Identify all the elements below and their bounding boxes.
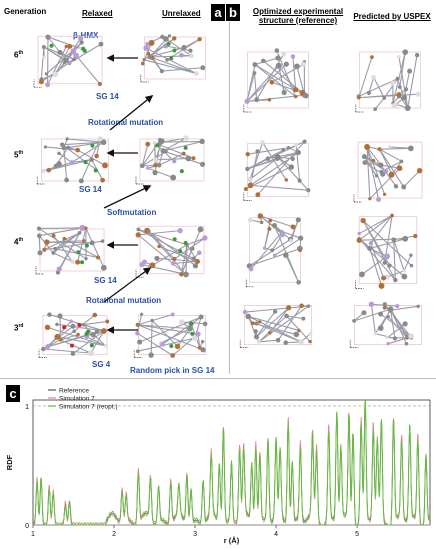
- relaxed-header: Relaxed: [82, 9, 113, 18]
- x-tick-label: 2: [112, 531, 116, 538]
- molecule-cluster: [243, 139, 311, 201]
- molecule-cluster: [353, 141, 423, 203]
- y-tick-label: 0: [25, 523, 29, 530]
- rotational-mutation-label-1: Rotational mutation: [88, 118, 164, 127]
- x-tick-label: 3: [193, 531, 197, 538]
- softmutation-label: Softmutation: [107, 208, 157, 217]
- sg14-label-gen4: SG 14: [94, 276, 117, 285]
- random-pick-label: Random pick in SG 14: [130, 366, 215, 375]
- rdf-series: [32, 399, 431, 527]
- molecule-cluster: [35, 224, 107, 275]
- legend-entry: Simulation 7 (reopt.): [59, 404, 118, 411]
- molecule-cluster: [349, 301, 422, 348]
- predicted-header: Predicted by USPEX: [353, 12, 431, 21]
- legend-entry: Simulation 7: [59, 396, 95, 403]
- y-tick-label: 1: [25, 404, 29, 411]
- molecule-cluster: [33, 34, 104, 88]
- panel-letter-a: a: [211, 4, 225, 21]
- molecule-cluster: [36, 136, 109, 185]
- crystal-structures-illustration: [33, 34, 423, 358]
- molecule-cluster: [243, 48, 309, 113]
- gen-3-label: 3rd: [14, 323, 24, 333]
- molecule-cluster: [355, 49, 421, 113]
- molecule-cluster: [140, 34, 206, 83]
- unrelaxed-header: Unrelaxed: [162, 9, 201, 18]
- generation-header: Generation: [4, 7, 47, 16]
- molecule-cluster: [38, 312, 110, 358]
- molecule-cluster: [239, 303, 313, 348]
- sg4-label: SG 4: [92, 360, 111, 369]
- sg14-label-gen6: SG 14: [96, 92, 119, 101]
- molecule-cluster: [133, 312, 208, 358]
- panel-divider: [229, 22, 230, 374]
- molecule-clusters: [33, 34, 423, 358]
- molecule-cluster: [245, 213, 304, 288]
- molecule-cluster: [355, 213, 418, 289]
- y-axis-label: RDF: [5, 454, 14, 470]
- sg14-label-gen5: SG 14: [79, 185, 102, 194]
- gen-5-label: 5th: [14, 150, 24, 160]
- panel-letter-c: c: [6, 385, 20, 402]
- x-tick-label: 1: [31, 531, 35, 538]
- optimized-header: Optimized experimental structure (refere…: [252, 7, 344, 25]
- x-tick-label: 5: [355, 531, 359, 538]
- x-axis-label: r (Å): [224, 536, 240, 545]
- legend-entry: Reference: [59, 388, 89, 395]
- molecule-cluster: [135, 225, 208, 278]
- beta-hmx-label: β-HMX: [73, 31, 99, 40]
- mutation-arrows: [103, 54, 154, 334]
- molecule-cluster: [135, 135, 206, 185]
- panel-c-top-border: [0, 378, 436, 379]
- panel-letter-b: b: [226, 4, 240, 21]
- rotational-mutation-label-2: Rotational mutation: [86, 296, 162, 305]
- gen-4-label: 4th: [14, 237, 24, 247]
- rdf-series-line: [32, 399, 431, 526]
- x-tick-label: 4: [274, 531, 278, 538]
- gen-6-label: 6th: [14, 50, 24, 60]
